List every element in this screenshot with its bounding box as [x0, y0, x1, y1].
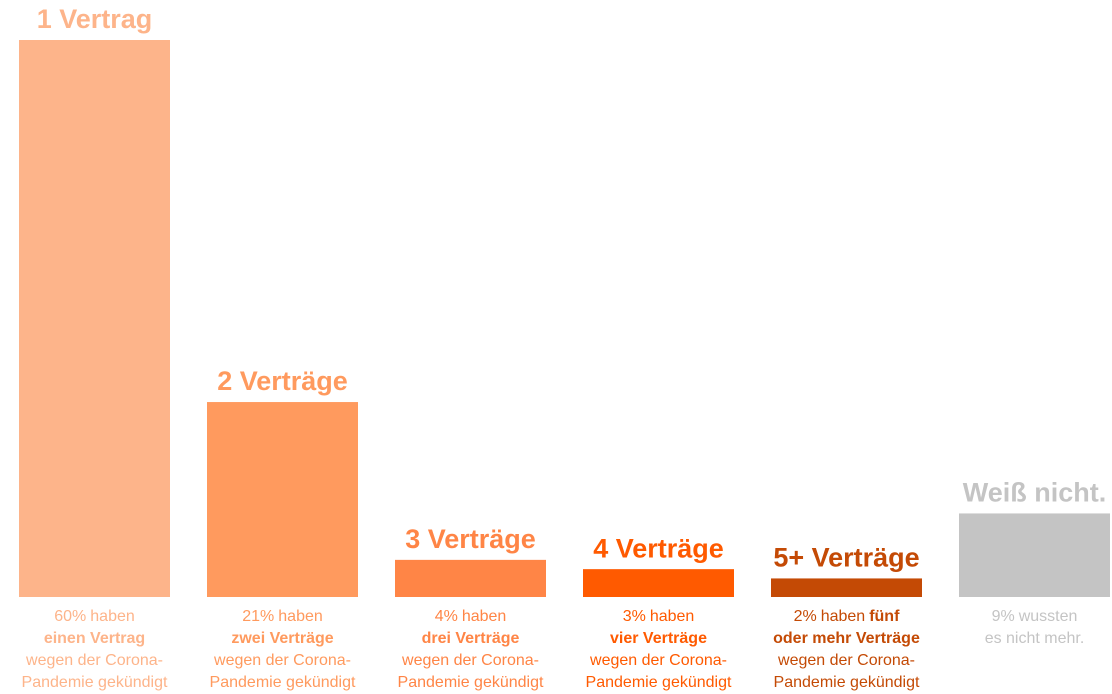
bar-note: oder mehr Verträge: [773, 630, 920, 647]
value-label: 4%: [435, 608, 458, 625]
bar-note: drei Verträge: [422, 630, 520, 647]
note-text: Pandemie gekündigt: [398, 674, 544, 691]
bar-note: Pandemie gekündigt: [586, 674, 732, 691]
value-label: 3%: [623, 608, 646, 625]
bar: [395, 559, 546, 597]
bar-note: zwei Verträge: [231, 630, 333, 647]
bar-note: 3% haben: [623, 608, 695, 625]
note-text: fünf: [869, 608, 900, 625]
bar-note: wegen der Corona-: [777, 652, 915, 669]
note-text: wussten: [1018, 608, 1078, 625]
note-text: haben: [821, 608, 866, 625]
bar: [771, 578, 922, 597]
bar-note: wegen der Corona-: [401, 652, 539, 669]
note-text: Pandemie gekündigt: [774, 674, 920, 691]
note-text: haben: [90, 608, 135, 625]
bar-note: wegen der Corona-: [213, 652, 351, 669]
bar-note: 4% haben: [435, 608, 507, 625]
note-text: einen Vertrag: [44, 630, 145, 647]
bar-note: wegen der Corona-: [589, 652, 727, 669]
bar-note: wegen der Corona-: [25, 652, 163, 669]
bar-category: 4 Verträge: [593, 533, 724, 563]
note-text: oder mehr Verträge: [773, 630, 920, 647]
bar-note: 60% haben: [54, 608, 135, 625]
note-text: haben: [462, 608, 507, 625]
value-label: 2%: [794, 608, 817, 625]
note-text: Pandemie gekündigt: [22, 674, 168, 691]
bar-category: 2 Verträge: [217, 366, 348, 396]
bar: [207, 402, 358, 597]
bar-note: vier Verträge: [610, 630, 707, 647]
bar-note: Pandemie gekündigt: [22, 674, 168, 691]
bar-note: 9% wussten: [992, 608, 1078, 625]
bar: [19, 40, 170, 597]
note-text: Pandemie gekündigt: [210, 674, 356, 691]
bar-category: 3 Verträge: [405, 524, 536, 554]
bar: [959, 513, 1110, 597]
bar-note: 21% haben: [242, 608, 323, 625]
bar-category: Weiß nicht.: [963, 478, 1107, 508]
note-text: vier Verträge: [610, 630, 707, 647]
bar-note: Pandemie gekündigt: [398, 674, 544, 691]
note-text: drei Verträge: [422, 630, 520, 647]
bar-note: 2% haben fünf: [794, 608, 901, 625]
value-label: 9%: [992, 608, 1015, 625]
value-label: 21%: [242, 608, 274, 625]
value-label: 60%: [54, 608, 86, 625]
note-text: Pandemie gekündigt: [586, 674, 732, 691]
bar-note: Pandemie gekündigt: [774, 674, 920, 691]
bar-category: 1 Vertrag: [37, 4, 153, 34]
note-text: wegen der Corona-: [589, 652, 727, 669]
bar-note: einen Vertrag: [44, 630, 145, 647]
note-text: wegen der Corona-: [25, 652, 163, 669]
note-text: haben: [278, 608, 323, 625]
note-text: zwei Verträge: [231, 630, 333, 647]
bar-note: es nicht mehr.: [985, 630, 1085, 647]
note-text: wegen der Corona-: [777, 652, 915, 669]
note-text: wegen der Corona-: [401, 652, 539, 669]
note-text: haben: [650, 608, 695, 625]
bar: [583, 569, 734, 597]
bar-category: 5+ Verträge: [773, 543, 919, 573]
note-text: wegen der Corona-: [213, 652, 351, 669]
note-text: es nicht mehr.: [985, 630, 1085, 647]
bar-note: Pandemie gekündigt: [210, 674, 356, 691]
